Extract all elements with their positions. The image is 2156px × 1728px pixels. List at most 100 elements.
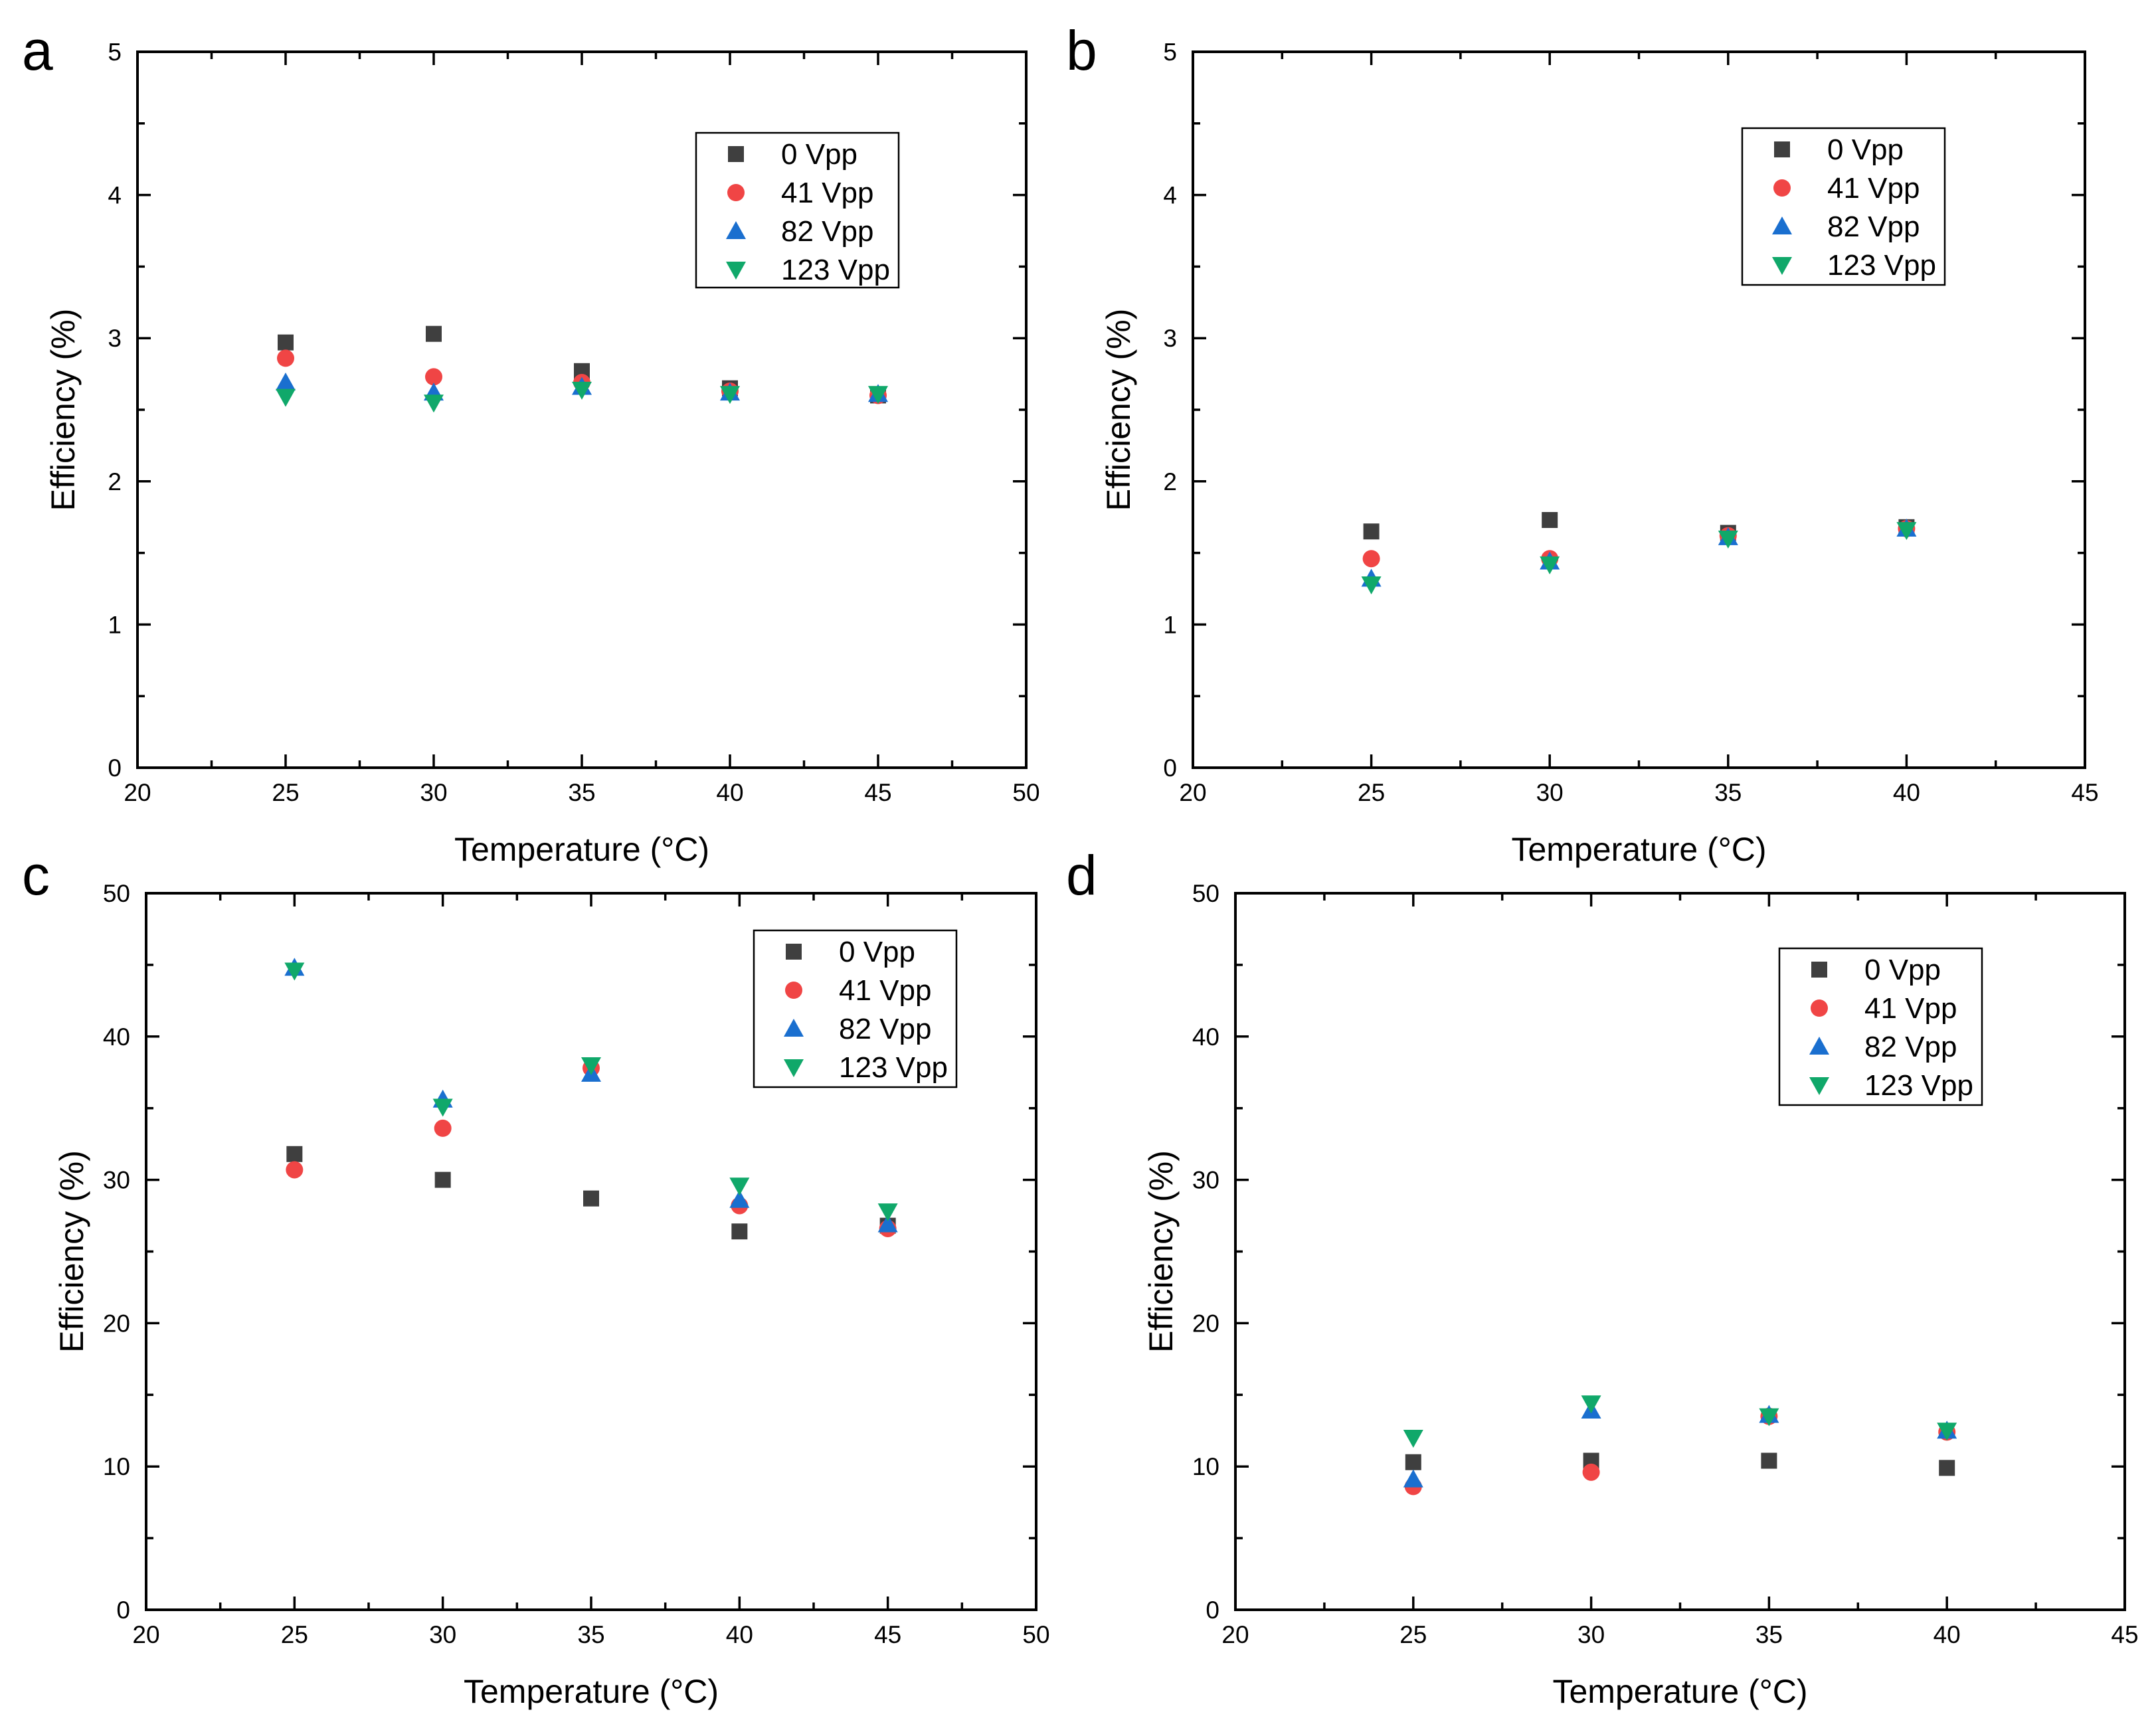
series-123-vpp	[276, 381, 888, 413]
data-point	[729, 1177, 750, 1196]
data-point	[1761, 1452, 1777, 1469]
data-point	[276, 373, 296, 391]
legend-label: 82 Vpp	[1827, 211, 1920, 243]
data-point	[729, 1189, 750, 1208]
series-82-vpp	[1403, 1401, 1957, 1488]
x-tick-label: 30	[1536, 779, 1564, 806]
data-point	[434, 1119, 452, 1137]
y-tick-label: 5	[108, 39, 122, 66]
legend-marker	[1809, 1077, 1829, 1095]
series-0-vpp	[1363, 512, 1915, 541]
data-point	[1363, 523, 1380, 540]
data-point	[720, 386, 740, 404]
legend-label: 82 Vpp	[1864, 1031, 1957, 1063]
x-axis-label: Temperature (°C)	[1553, 1673, 1808, 1710]
data-point	[1361, 576, 1382, 595]
y-tick-label: 30	[1192, 1167, 1219, 1194]
y-tick-label: 0	[1206, 1597, 1219, 1624]
x-tick-label: 20	[132, 1621, 159, 1648]
x-tick-label: 20	[1221, 1621, 1249, 1648]
series-41-vpp	[1362, 519, 1916, 568]
x-tick-label: 35	[1714, 779, 1742, 806]
data-point	[581, 1057, 601, 1075]
y-tick-label: 2	[108, 468, 122, 495]
x-tick-label: 35	[577, 1621, 604, 1648]
y-axis-label: Efficiency (%)	[45, 309, 82, 511]
data-point	[432, 1098, 453, 1117]
legend-marker	[1811, 999, 1828, 1017]
data-point	[1937, 1423, 1957, 1441]
y-tick-label: 3	[1163, 325, 1177, 352]
x-tick-label: 40	[1933, 1621, 1961, 1648]
y-tick-label: 4	[108, 182, 122, 209]
legend-label: 123 Vpp	[781, 254, 890, 286]
legend-marker	[1772, 257, 1792, 275]
data-point	[1939, 1460, 1955, 1476]
y-tick-label: 50	[103, 880, 130, 907]
series-123-vpp	[284, 962, 898, 1222]
data-point	[1403, 1469, 1423, 1488]
y-tick-label: 3	[108, 325, 122, 352]
data-point	[426, 325, 442, 342]
y-tick-label: 10	[103, 1453, 130, 1480]
x-tick-label: 35	[568, 779, 595, 806]
legend-marker	[726, 221, 746, 239]
legend: 0 Vpp 41 Vpp 82 Vpp 123 Vpp	[753, 929, 958, 1088]
data-point	[286, 1146, 303, 1162]
legend-marker	[785, 982, 802, 999]
y-tick-label: 1	[108, 611, 122, 638]
legend: 0 Vpp 41 Vpp 82 Vpp 123 Vpp	[695, 131, 900, 289]
legend-label: 41 Vpp	[781, 177, 873, 209]
data-point	[284, 962, 305, 981]
legend-label: 123 Vpp	[1864, 1069, 1973, 1102]
series-123-vpp	[1361, 522, 1917, 595]
panel-letter: b	[1066, 19, 1097, 82]
data-point	[1540, 556, 1560, 574]
x-tick-label: 30	[1577, 1621, 1605, 1648]
legend-marker	[1773, 179, 1791, 197]
data-point	[424, 394, 444, 413]
data-point	[1542, 512, 1558, 529]
legend-marker	[1774, 141, 1790, 157]
x-tick-label: 45	[874, 1621, 901, 1648]
chart-panel-c: c 20 25 30 35 40 45 50 0 10 20 30 40 50 Temperature (°…	[22, 844, 1050, 1710]
y-tick-label: 30	[103, 1167, 130, 1194]
series-0-vpp	[286, 1146, 896, 1240]
data-point	[877, 1203, 898, 1222]
y-tick-label: 0	[108, 754, 122, 782]
data-point	[276, 389, 296, 407]
x-tick-label: 50	[1022, 1621, 1049, 1648]
x-tick-label: 45	[2111, 1621, 2138, 1648]
y-tick-label: 10	[1192, 1453, 1219, 1480]
x-tick-label: 45	[864, 779, 891, 806]
x-axis-label: Temperature (°C)	[464, 1673, 719, 1710]
plot-frame	[1234, 892, 2126, 1611]
legend-label: 41 Vpp	[1827, 172, 1920, 205]
data-point	[434, 1171, 451, 1188]
data-point	[1896, 522, 1917, 541]
legend-label: 41 Vpp	[1864, 992, 1957, 1025]
y-axis-label: Efficiency (%)	[1100, 309, 1137, 511]
x-axis-label: Temperature (°C)	[454, 831, 709, 868]
legend-label: 123 Vpp	[1827, 249, 1936, 282]
y-tick-label: 20	[1192, 1310, 1219, 1337]
y-tick-label: 5	[1163, 39, 1177, 66]
x-tick-label: 45	[2071, 779, 2098, 806]
y-axis-label: Efficiency (%)	[1142, 1150, 1180, 1353]
legend-label: 0 Vpp	[839, 936, 915, 968]
data-point	[572, 381, 592, 400]
data-point	[1759, 1408, 1779, 1426]
data-point	[277, 349, 294, 367]
panel-letter: a	[22, 19, 53, 82]
legend-label: 0 Vpp	[781, 138, 857, 171]
data-point	[425, 368, 442, 386]
y-tick-label: 50	[1192, 880, 1219, 907]
x-tick-label: 40	[726, 1621, 753, 1648]
series-82-vpp	[1361, 518, 1917, 587]
x-axis-label: Temperature (°C)	[1512, 831, 1767, 868]
legend-label: 123 Vpp	[839, 1051, 948, 1084]
plot-frame	[1192, 50, 2086, 769]
data-point	[278, 334, 294, 351]
